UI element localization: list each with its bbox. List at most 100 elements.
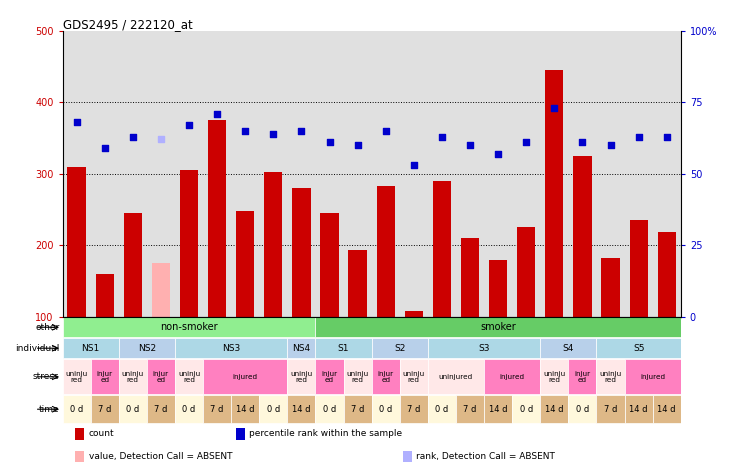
Bar bbox=[489, 260, 507, 317]
Point bbox=[127, 133, 138, 140]
Text: 0 d: 0 d bbox=[266, 405, 280, 414]
Bar bbox=[118, 359, 147, 394]
Text: non-smoker: non-smoker bbox=[160, 322, 218, 332]
Text: value, Detection Call = ABSENT: value, Detection Call = ABSENT bbox=[88, 452, 232, 461]
Bar bbox=[152, 263, 170, 317]
Bar bbox=[372, 395, 400, 423]
Text: S2: S2 bbox=[394, 344, 406, 353]
Text: NS4: NS4 bbox=[292, 344, 311, 353]
Text: individual: individual bbox=[15, 344, 60, 353]
Point bbox=[661, 133, 673, 140]
Bar bbox=[573, 156, 592, 317]
Bar bbox=[568, 395, 596, 423]
Text: percentile rank within the sample: percentile rank within the sample bbox=[250, 429, 403, 438]
Bar bbox=[316, 338, 372, 358]
Text: smoker: smoker bbox=[481, 322, 516, 332]
Bar bbox=[349, 250, 367, 317]
Bar bbox=[540, 395, 568, 423]
Bar bbox=[124, 213, 142, 317]
Bar bbox=[208, 120, 226, 317]
Text: 0 d: 0 d bbox=[379, 405, 392, 414]
Point bbox=[324, 138, 336, 146]
Bar bbox=[517, 228, 535, 317]
Bar bbox=[316, 317, 681, 337]
Bar bbox=[91, 395, 118, 423]
Bar bbox=[63, 395, 91, 423]
Text: 7 d: 7 d bbox=[407, 405, 420, 414]
Text: injured: injured bbox=[640, 374, 665, 380]
Bar bbox=[456, 395, 484, 423]
Bar bbox=[461, 238, 479, 317]
Point bbox=[576, 138, 588, 146]
Point bbox=[267, 130, 279, 137]
Point bbox=[548, 104, 560, 112]
Point bbox=[296, 127, 308, 135]
Bar bbox=[259, 395, 287, 423]
Bar bbox=[484, 395, 512, 423]
Text: NS1: NS1 bbox=[82, 344, 100, 353]
Text: injur
ed: injur ed bbox=[153, 371, 169, 383]
Text: 7 d: 7 d bbox=[98, 405, 111, 414]
Text: S5: S5 bbox=[633, 344, 645, 353]
Bar bbox=[403, 451, 412, 463]
Text: S4: S4 bbox=[563, 344, 574, 353]
Bar bbox=[540, 359, 568, 394]
Text: uninju
red: uninju red bbox=[347, 371, 369, 383]
Text: uninju
red: uninju red bbox=[290, 371, 313, 383]
Bar bbox=[236, 428, 245, 439]
Bar bbox=[372, 359, 400, 394]
Bar bbox=[405, 311, 423, 317]
Bar bbox=[658, 232, 676, 317]
Text: uninju
red: uninju red bbox=[121, 371, 144, 383]
Bar bbox=[568, 359, 596, 394]
Point bbox=[492, 150, 504, 157]
Point bbox=[99, 144, 110, 152]
Bar bbox=[75, 451, 84, 463]
Bar bbox=[96, 274, 114, 317]
Bar bbox=[629, 220, 648, 317]
Text: uninjured: uninjured bbox=[439, 374, 473, 380]
Point bbox=[520, 138, 532, 146]
Bar bbox=[91, 359, 118, 394]
Bar bbox=[316, 395, 344, 423]
Bar bbox=[596, 338, 681, 358]
Bar bbox=[540, 338, 596, 358]
Bar bbox=[203, 359, 287, 394]
Bar bbox=[175, 338, 287, 358]
Bar bbox=[653, 395, 681, 423]
Text: 7 d: 7 d bbox=[464, 405, 477, 414]
Bar bbox=[118, 338, 175, 358]
Bar bbox=[63, 359, 91, 394]
Text: NS2: NS2 bbox=[138, 344, 156, 353]
Text: uninju
red: uninju red bbox=[599, 371, 622, 383]
Text: injured: injured bbox=[233, 374, 258, 380]
Bar bbox=[175, 359, 203, 394]
Bar bbox=[147, 395, 175, 423]
Text: injur
ed: injur ed bbox=[322, 371, 338, 383]
Bar bbox=[545, 70, 564, 317]
Text: 14 d: 14 d bbox=[489, 405, 507, 414]
Point bbox=[605, 141, 617, 149]
Text: 0 d: 0 d bbox=[70, 405, 83, 414]
Text: 0 d: 0 d bbox=[435, 405, 448, 414]
Text: time: time bbox=[39, 405, 60, 414]
Text: 0 d: 0 d bbox=[520, 405, 533, 414]
Text: 0 d: 0 d bbox=[126, 405, 139, 414]
Text: uninju
red: uninju red bbox=[403, 371, 425, 383]
Bar bbox=[287, 338, 316, 358]
Text: 0 d: 0 d bbox=[576, 405, 589, 414]
Point bbox=[71, 118, 82, 126]
Text: injur
ed: injur ed bbox=[96, 371, 113, 383]
Text: rank, Detection Call = ABSENT: rank, Detection Call = ABSENT bbox=[416, 452, 555, 461]
Point bbox=[352, 141, 364, 149]
Bar bbox=[287, 395, 316, 423]
Point bbox=[436, 133, 447, 140]
Bar bbox=[292, 188, 311, 317]
Bar bbox=[118, 395, 147, 423]
Bar bbox=[512, 395, 540, 423]
Bar bbox=[400, 359, 428, 394]
Text: injur
ed: injur ed bbox=[574, 371, 590, 383]
Text: 14 d: 14 d bbox=[657, 405, 676, 414]
Text: 7 d: 7 d bbox=[155, 405, 168, 414]
Text: injur
ed: injur ed bbox=[378, 371, 394, 383]
